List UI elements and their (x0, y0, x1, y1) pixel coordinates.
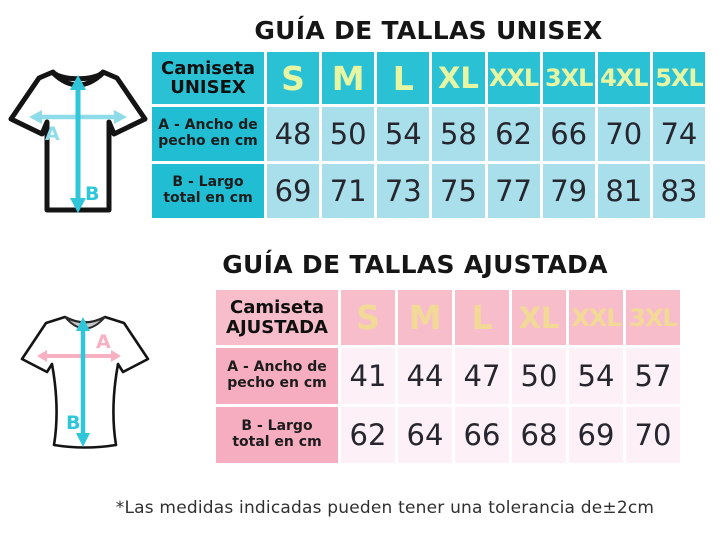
measure-value-cell: 71 (322, 164, 375, 218)
measure-value-cell: 73 (377, 164, 430, 218)
length-label: B (85, 183, 99, 205)
measure-value-cell: 74 (652, 107, 705, 161)
measure-value-cell: 50 (512, 348, 566, 404)
measure-value-cell: 50 (322, 107, 375, 161)
length-arrowhead-bottom (76, 433, 90, 447)
size-header-cell-xxl: XXL (569, 290, 623, 345)
table-corner-label: Camiseta AJUSTADA (216, 290, 338, 345)
length-arrowhead-bottom (70, 198, 86, 213)
measure-value-cell: 54 (569, 348, 623, 404)
table-corner-label-line: AJUSTADA (226, 316, 328, 338)
measure-value-cell: 58 (432, 107, 485, 161)
ajustada-title: GUÍA DE TALLAS AJUSTADA (222, 250, 608, 279)
measure-value-cell: 69 (267, 164, 320, 218)
measure-value-cell: 62 (341, 407, 395, 463)
unisex-tshirt-diagram: A B (8, 69, 148, 213)
chest-width-label: A (96, 331, 111, 353)
size-header-cell-l: L (377, 52, 430, 104)
measure-value-cell: 66 (455, 407, 509, 463)
measure-value-cell: 48 (267, 107, 320, 161)
chest-width-arrowhead-left (37, 350, 47, 362)
size-header-cell-s: S (341, 290, 395, 345)
measure-value-cell: 66 (542, 107, 595, 161)
unisex-title: GUÍA DE TALLAS UNISEX (254, 16, 603, 45)
length-label: B (66, 412, 80, 434)
ajustada-tshirt-diagram: A B (20, 315, 150, 449)
size-header-cell-xl: XL (512, 290, 566, 345)
measure-value-cell: 62 (487, 107, 540, 161)
size-header-cell-xxl: XXL (487, 52, 540, 104)
measure-value-cell: 83 (652, 164, 705, 218)
row-label-cell: A - Ancho de pecho en cm (152, 107, 264, 161)
measure-value-cell: 57 (626, 348, 680, 404)
measure-value-cell: 64 (398, 407, 452, 463)
table-corner-label-line: Camiseta (161, 57, 255, 79)
size-header-cell-m: M (398, 290, 452, 345)
tolerance-footnote: *Las medidas indicadas pueden tener una … (115, 498, 655, 518)
row-label-cell: B - Largo total en cm (152, 164, 264, 218)
size-header-cell-m: M (322, 52, 375, 104)
size-header-cell-xl: XL (432, 52, 485, 104)
measure-value-cell: 47 (455, 348, 509, 404)
measure-value-cell: 77 (487, 164, 540, 218)
measure-value-cell: 70 (626, 407, 680, 463)
chest-width-arrowhead-right (114, 110, 127, 124)
measure-value-cell: 54 (377, 107, 430, 161)
table-corner-label: Camiseta UNISEX (152, 52, 264, 104)
measure-value-cell: 75 (432, 164, 485, 218)
row-label-cell: A - Ancho de pecho en cm (216, 348, 338, 404)
ajustada-size-table: Camiseta AJUSTADA S M L XL XXL 3XL A - Ancho de … (216, 290, 680, 463)
row-label-cell: B - Largo total en cm (216, 407, 338, 463)
size-header-cell-3xl: 3XL (542, 52, 595, 104)
measure-value-cell: 69 (569, 407, 623, 463)
table-corner-label-line: UNISEX (170, 77, 246, 98)
length-arrowhead-top (76, 317, 90, 331)
size-header-cell-4xl: 4XL (597, 52, 650, 104)
measure-value-cell: 79 (542, 164, 595, 218)
size-header-cell-s: S (267, 52, 320, 104)
unisex-size-table: Camiseta UNISEX S M L XL XXL 3XL 4XL 5XL A - Ancho… (152, 52, 705, 218)
measure-value-cell: 81 (597, 164, 650, 218)
measure-value-cell: 44 (398, 348, 452, 404)
size-header-cell-3xl: 3XL (626, 290, 680, 345)
size-header-cell-5xl: 5XL (652, 52, 705, 104)
measure-value-cell: 68 (512, 407, 566, 463)
table-corner-label-line: Camiseta (230, 297, 324, 319)
chest-width-label: A (45, 123, 60, 145)
measure-value-cell: 70 (597, 107, 650, 161)
chest-width-arrowhead-right (111, 350, 121, 362)
measure-value-cell: 41 (341, 348, 395, 404)
size-header-cell-l: L (455, 290, 509, 345)
chest-width-arrowhead-left (29, 110, 42, 124)
length-arrowhead-top (70, 75, 86, 90)
